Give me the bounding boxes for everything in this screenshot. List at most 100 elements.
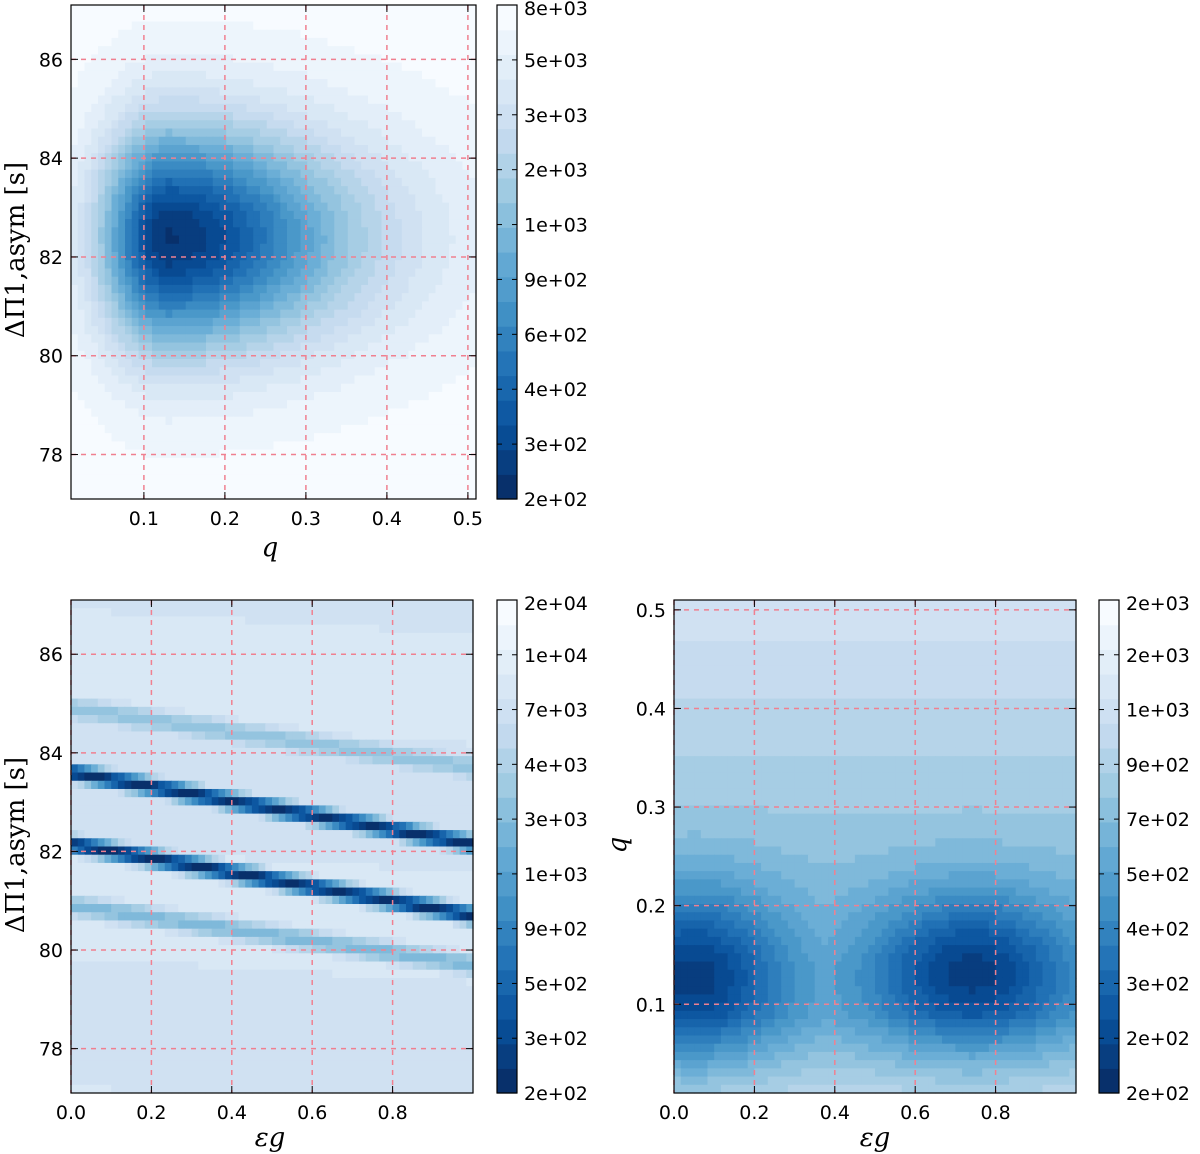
contour-cell (442, 161, 450, 171)
contour-cell (212, 293, 221, 302)
contour-cell (198, 739, 206, 749)
contour-cell (266, 326, 275, 335)
contour-cell (91, 482, 99, 492)
contour-cell (381, 482, 389, 492)
contour-cell (239, 194, 248, 204)
contour-cell (77, 62, 86, 72)
contour-cell (422, 62, 430, 72)
contour-cell (347, 441, 356, 451)
contour-cell (97, 616, 106, 626)
contour-cell (435, 37, 443, 47)
contour-cell (239, 112, 248, 121)
contour-cell (432, 690, 441, 700)
contour-cell (408, 235, 416, 245)
contour-cell (280, 227, 288, 237)
contour-cell (233, 260, 241, 270)
contour-cell (131, 739, 139, 749)
contour-cell (280, 177, 288, 187)
contour-cell (435, 309, 443, 319)
contour-cell (347, 276, 356, 286)
contour-cell (138, 466, 146, 475)
contour-cell (152, 342, 160, 352)
contour-cell (124, 723, 132, 733)
contour-cell (345, 698, 353, 708)
contour-cell (273, 5, 281, 14)
contour-cell (462, 284, 470, 294)
contour-cell (71, 284, 79, 294)
contour-cell (462, 457, 470, 467)
contour-cell (104, 260, 113, 270)
contour-cell (179, 433, 187, 442)
contour-cell (77, 466, 86, 475)
contour-cell (91, 608, 99, 618)
contour-cell (339, 715, 347, 724)
contour-cell (408, 112, 416, 121)
contour-cell (374, 268, 383, 278)
contour-cell (361, 474, 369, 484)
contour-cell (395, 70, 403, 80)
contour-cell (372, 673, 380, 683)
contour-cell (334, 268, 342, 278)
contour-cell (462, 408, 470, 418)
contour-cell (84, 466, 92, 475)
contour-cell (191, 600, 199, 609)
contour-cell (408, 466, 416, 475)
contour-cell (388, 391, 396, 401)
contour-cell (361, 21, 369, 31)
contour-cell (239, 103, 248, 113)
contour-cell (97, 641, 106, 650)
contour-cell (469, 103, 477, 113)
contour-cell (266, 70, 275, 80)
contour-cell (111, 731, 119, 741)
contour-cell (422, 326, 430, 335)
contour-cell (347, 161, 356, 171)
contour-cell (435, 268, 443, 278)
contour-cell (118, 202, 126, 212)
contour-cell (412, 649, 420, 659)
contour-cell (361, 37, 369, 47)
contour-cell (422, 441, 430, 451)
contour-cell (341, 334, 349, 344)
contour-cell (455, 103, 464, 113)
contour-cell (145, 268, 153, 278)
contour-cell (314, 37, 322, 47)
contour-cell (352, 657, 360, 667)
contour-cell (205, 641, 213, 650)
contour-cell (354, 169, 362, 179)
contour-cell (412, 616, 420, 626)
contour-cell (84, 194, 92, 204)
contour-cell (345, 723, 353, 733)
contour-cell (104, 367, 113, 377)
contour-cell (305, 682, 313, 691)
contour-cell (341, 235, 349, 245)
contour-cell (469, 474, 477, 484)
contour-cell (359, 764, 367, 774)
contour-cell (171, 706, 179, 716)
contour-cell (272, 673, 280, 683)
contour-cell (98, 367, 106, 377)
contour-cell (164, 698, 173, 708)
contour-cell (305, 657, 313, 667)
contour-cell (91, 79, 99, 88)
contour-cell (98, 301, 106, 311)
contour-cell (300, 177, 308, 187)
contour-cell (98, 210, 106, 220)
contour-cell (388, 466, 396, 475)
contour-cell (359, 715, 367, 724)
contour-cell (199, 227, 207, 237)
contour-cell (469, 227, 477, 237)
contour-cell (246, 301, 254, 311)
contour-cell (347, 202, 356, 212)
contour-cell (385, 649, 394, 659)
contour-cell (104, 186, 113, 195)
x-tick-label: 0.1 (129, 508, 159, 530)
contour-cell (266, 54, 275, 64)
contour-cell (446, 756, 454, 765)
contour-cell (131, 46, 140, 55)
contour-cell (117, 600, 126, 609)
contour-cell (104, 268, 113, 278)
contour-cell (165, 408, 173, 418)
contour-cell (406, 657, 414, 667)
contour-cell (192, 326, 200, 335)
contour-cell (428, 161, 437, 171)
